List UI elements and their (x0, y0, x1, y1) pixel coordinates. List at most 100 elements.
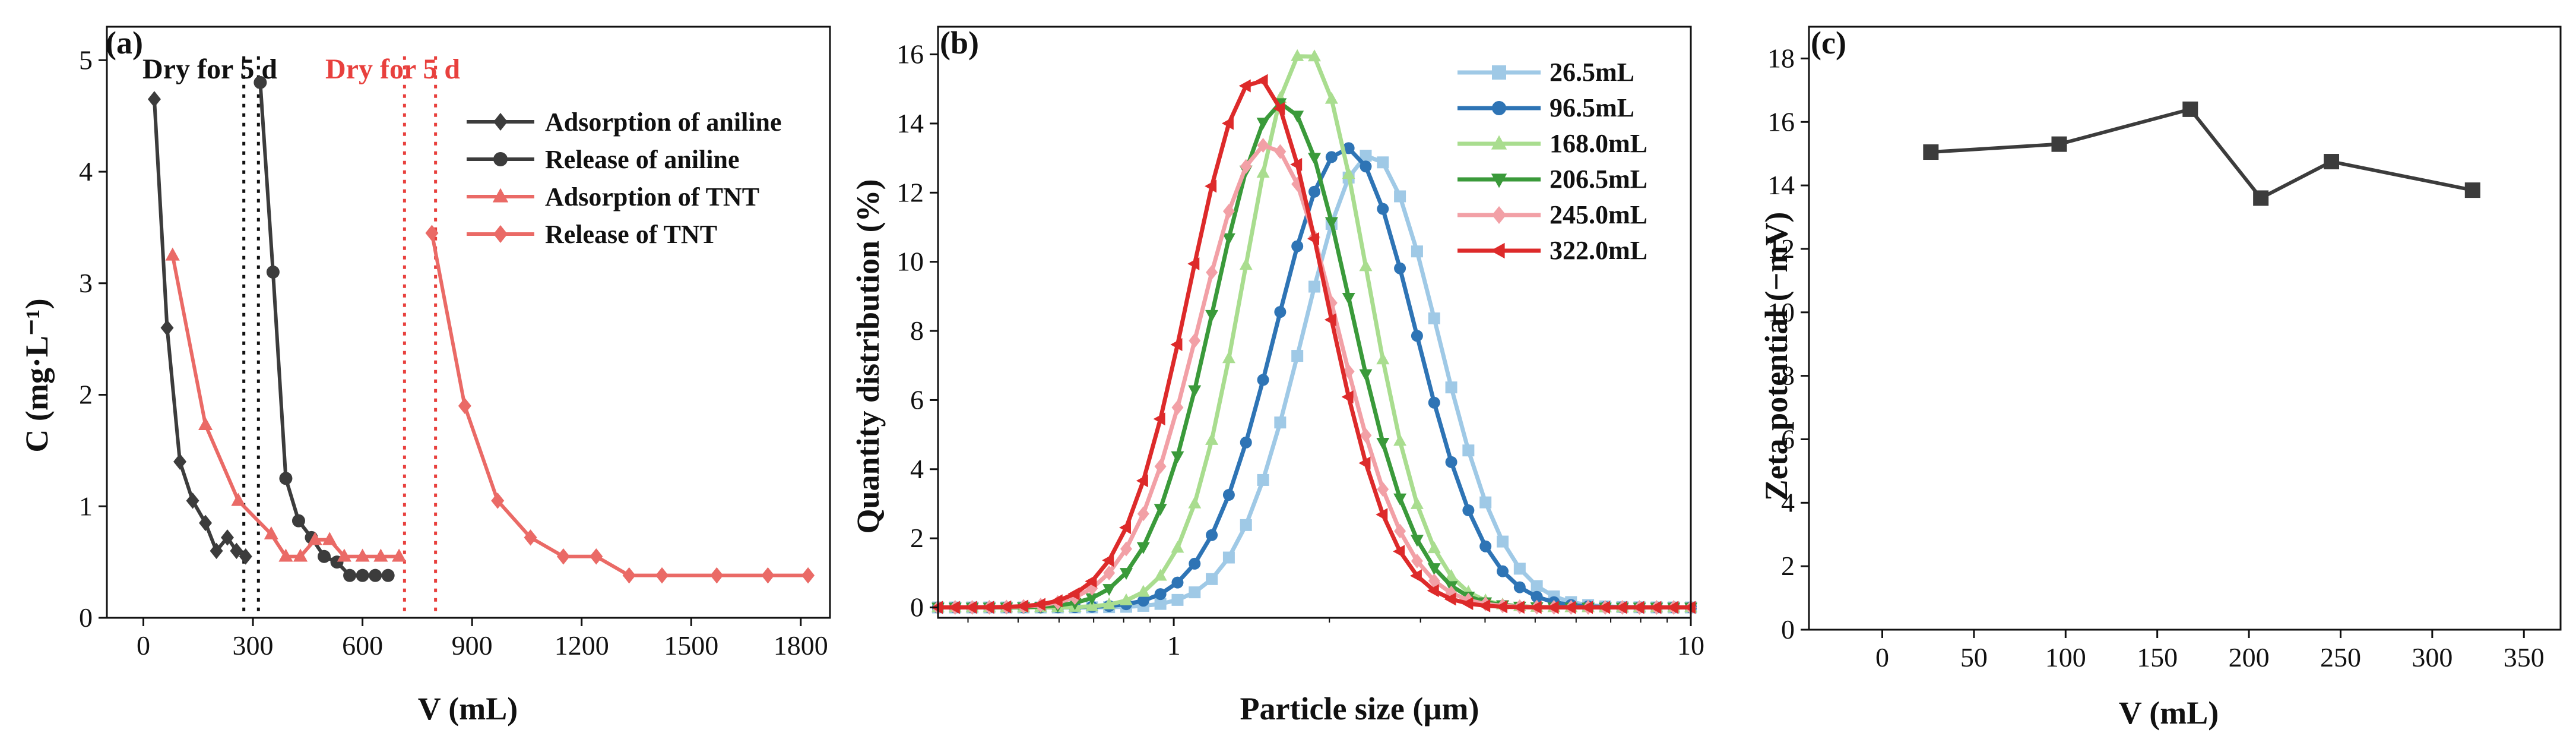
panel-c-y-tick-label: 14 (1767, 170, 1795, 200)
panel-c: 0 50 100 150 200 250 300 350 0 2 4 6 8 10 12 14 16 18 (c)… (1758, 25, 2562, 731)
data-point-adsorption-of-aniline (210, 542, 223, 560)
data-point-adsorption-of-aniline (186, 492, 199, 509)
data-point-322-0ml (1273, 102, 1285, 115)
legend-handle-adsorption-of-aniline (467, 113, 534, 131)
panel-c-x-tick-label: 350 (2504, 642, 2545, 672)
panel-b-y-tick-label: 10 (896, 247, 924, 277)
panel-c-y-tick-label: 4 (1781, 487, 1795, 517)
panel-c-y-tick-label: 16 (1767, 106, 1795, 137)
data-point-release-of-tnt (491, 492, 505, 509)
panel-b-x-tick-label: 1 (1167, 630, 1181, 661)
data-point-26-5ml (1171, 593, 1184, 606)
data-point-206-5ml (1222, 233, 1235, 245)
data-point-322-0ml (999, 600, 1012, 614)
data-point-168-0ml (1239, 258, 1253, 270)
data-point-245-0ml (1137, 506, 1149, 522)
data-point-96-5ml (1206, 529, 1218, 541)
data-point-322-0ml (1564, 601, 1576, 614)
data-point-168-0ml (1205, 432, 1219, 445)
data-point-adsorption-of-aniline (239, 548, 252, 565)
panel-a-axes-frame (106, 26, 831, 619)
data-point-245-0ml (1171, 400, 1184, 415)
data-point-96-5ml (1497, 565, 1509, 577)
panel-c-x-tick-label: 300 (2412, 642, 2453, 672)
panel-a-x-tick-label: 0 (137, 630, 150, 661)
data-point-206-5ml (1102, 584, 1116, 596)
legend-handle-322-0ml (1457, 242, 1541, 259)
data-point-96-5ml (1411, 330, 1423, 342)
data-point-168-0ml (1427, 541, 1441, 554)
data-point-322-0ml (1444, 592, 1456, 606)
data-point-adsorption-of-tnt (373, 548, 388, 562)
data-point-zeta-potential (2182, 101, 2198, 117)
data-point-26-5ml (1497, 535, 1509, 548)
data-point-322-0ml (1358, 456, 1371, 470)
data-point-adsorption-of-tnt (278, 548, 293, 562)
data-point-322-0ml (1581, 601, 1593, 614)
data-point-release-of-aniline (318, 549, 331, 563)
panel-c-y-tick-label: 18 (1767, 43, 1795, 73)
data-point-322-0ml (1632, 601, 1645, 614)
data-point-322-0ml (1512, 601, 1525, 614)
panel-a-x-tick-label: 1200 (555, 630, 609, 661)
panel-b-y-tick-label: 14 (896, 108, 924, 138)
data-point-322-0ml (1256, 74, 1268, 87)
data-point-adsorption-of-tnt (198, 417, 213, 431)
panel-b-axes-frame (937, 26, 1692, 619)
legend-marker-322-0ml (1490, 242, 1505, 259)
legend-marker-adsorption-of-tnt (492, 188, 509, 203)
legend-marker-245-0ml (1492, 206, 1506, 224)
data-point-168-0ml (1308, 49, 1321, 62)
data-point-adsorption-of-aniline (147, 91, 161, 108)
panel-a-x-tick-label: 1800 (774, 630, 828, 661)
data-point-adsorption-of-tnt (165, 247, 180, 261)
panel-b-label: (b) (940, 25, 979, 61)
data-point-322-0ml (1461, 597, 1474, 611)
data-point-322-0ml (1238, 79, 1251, 93)
panel-c-x-tick-label: 0 (1875, 642, 1889, 672)
panel-a-x-tick-label: 1500 (664, 630, 718, 661)
series-release-of-aniline (254, 75, 395, 582)
data-point-release-of-tnt (524, 529, 537, 546)
data-point-168-0ml (1120, 593, 1133, 605)
panel-a-legend: Adsorption of aniline Release of aniline… (467, 108, 782, 249)
panel-c-y-tick-label: 0 (1781, 614, 1795, 645)
data-point-168-0ml (1136, 585, 1150, 597)
data-point-26-5ml (1206, 573, 1218, 585)
panel-a-y-tick-label: 0 (79, 602, 93, 633)
data-point-245-0ml (1377, 482, 1389, 497)
data-point-322-0ml (1478, 599, 1491, 612)
panel-c-x-axis-label: V (mL) (2119, 695, 2219, 731)
data-point-26-5ml (1189, 586, 1201, 599)
data-point-322-0ml (1050, 594, 1063, 608)
series-release-of-tnt (425, 225, 815, 584)
data-point-release-of-aniline (381, 569, 395, 582)
legend-handle-release-of-aniline (467, 152, 534, 166)
data-point-release-of-aniline (291, 514, 305, 528)
data-point-245-0ml (1103, 566, 1116, 581)
data-point-322-0ml (1324, 313, 1336, 327)
panel-b-y-tick-label: 6 (910, 384, 924, 415)
data-point-322-0ml (1119, 521, 1131, 535)
legend-handle-adsorption-of-tnt (467, 188, 534, 203)
data-point-322-0ml (1033, 598, 1045, 611)
data-point-322-0ml (1615, 601, 1627, 614)
panel-a-x-tick-label: 300 (233, 630, 274, 661)
data-point-206-5ml (1308, 153, 1321, 165)
data-point-26-5ml (1240, 519, 1252, 531)
data-point-245-0ml (1257, 138, 1269, 153)
data-point-96-5ml (1240, 436, 1252, 449)
data-point-26-5ml (1479, 496, 1492, 509)
data-point-206-5ml (1136, 542, 1150, 554)
data-point-zeta-potential (2464, 182, 2480, 198)
panel-c-y-tick-label: 2 (1781, 551, 1795, 581)
legend-label-96-5ml: 96.5mL (1550, 93, 1634, 122)
panel-b-y-tick-label: 12 (896, 177, 924, 207)
data-point-245-0ml (1428, 573, 1440, 589)
data-point-322-0ml (948, 601, 960, 614)
panel-a-y-axis-label: C (mg·L⁻¹) (19, 298, 55, 452)
series-322-0ml (931, 74, 1696, 614)
data-point-release-of-aniline (343, 569, 357, 582)
